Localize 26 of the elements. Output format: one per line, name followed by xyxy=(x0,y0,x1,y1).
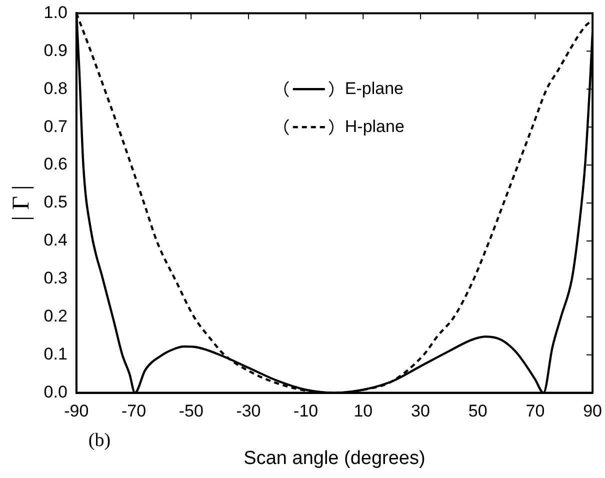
x-tick-label: 50 xyxy=(468,402,488,421)
y-tick-label: 1.0 xyxy=(44,2,68,22)
text: (b) xyxy=(88,430,111,451)
y-tick-label: 0.8 xyxy=(44,78,68,98)
y-axis-title: | Γ | xyxy=(8,185,35,221)
x-tick-label: -90 xyxy=(64,402,89,421)
x-tick-label: -50 xyxy=(178,402,204,421)
y-tick-label: 0.1 xyxy=(44,344,68,364)
y-tick-label: 0.2 xyxy=(44,306,68,326)
x-tick-label: 70 xyxy=(526,402,545,421)
y-tick-label: 0.6 xyxy=(44,154,68,174)
x-tick-label: -10 xyxy=(294,402,318,421)
legend-label: E-plane xyxy=(344,78,404,98)
x-tick-label: 30 xyxy=(411,402,430,421)
x-tick-label: -70 xyxy=(121,402,146,421)
x-tick-label: 10 xyxy=(354,402,373,421)
x-axis-title: Scan angle (degrees) xyxy=(244,448,426,469)
y-tick-label: 0.7 xyxy=(44,116,68,136)
y-tick-label: 0.5 xyxy=(44,192,68,212)
x-tick-label: 90 xyxy=(583,402,602,421)
x-tick-label: -30 xyxy=(236,402,261,421)
legend-label: H-plane xyxy=(344,116,404,136)
y-tick-label: 0.9 xyxy=(44,40,68,60)
y-tick-label: 0.0 xyxy=(44,382,68,402)
y-tick-label: 0.3 xyxy=(44,268,68,288)
y-tick-label: 0.4 xyxy=(44,230,68,250)
